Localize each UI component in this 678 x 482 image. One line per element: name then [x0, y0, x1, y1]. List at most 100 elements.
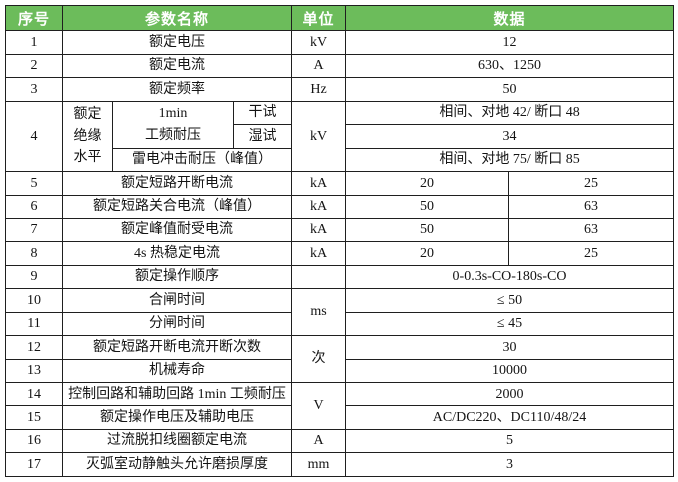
table-row: 12 额定短路开断电流开断次数 次 30 [5, 335, 675, 384]
data-cell: 0-0.3s-CO-180s-CO [345, 264, 675, 290]
data-cell-left: 20 [345, 241, 510, 266]
data-cell: 3 [345, 452, 675, 477]
row-no: 10 [5, 288, 63, 313]
param-name: 过流脱扣线圈额定电流 [61, 428, 293, 454]
unit-cell: kV [291, 30, 347, 55]
unit-cell: kA [291, 217, 347, 243]
unit-cell-empty [291, 264, 347, 290]
data-cell-right: 63 [508, 217, 675, 243]
row-no: 6 [5, 194, 63, 219]
param-name: 额定频率 [61, 77, 293, 102]
row-no: 17 [5, 452, 63, 477]
row-no: 15 [5, 405, 63, 430]
wet-test-label: 湿试 [232, 124, 293, 149]
param-name: 额定短路开断电流 [61, 171, 293, 196]
table-row: 17 灭弧室动静触头允许磨损厚度 mm 3 [5, 452, 675, 477]
row-no: 5 [5, 171, 63, 196]
unit-cell: kA [291, 171, 347, 196]
power-frequency-line: 工频耐压 [145, 127, 201, 143]
table-row: 3 额定频率 Hz 50 [5, 77, 675, 102]
unit-cell: ms [291, 288, 347, 337]
col-header-name: 参数名称 [61, 4, 293, 32]
insulation-level-label: 额定 绝缘 水平 [62, 100, 113, 173]
param-name: 额定电压 [61, 30, 293, 55]
insulation-level-line: 水平 [73, 150, 102, 166]
unit-cell: 次 [291, 335, 347, 384]
col-header-unit: 单位 [291, 4, 347, 32]
unit-cell: kV [291, 100, 347, 173]
table-row: 15 额定操作电压及辅助电压 AC/DC220、DC110/48/24 [5, 405, 675, 430]
unit-cell: mm [291, 452, 347, 477]
table-row: 13 机械寿命 10000 [5, 358, 675, 384]
table-row: 11 分闸时间 ≤ 45 [5, 311, 675, 337]
data-cell: ≤ 45 [345, 311, 675, 337]
row-no: 16 [5, 428, 63, 454]
row-no: 3 [5, 77, 63, 102]
row-no: 7 [5, 217, 63, 243]
power-frequency-line: 1min [158, 106, 188, 122]
row-no: 12 [5, 335, 63, 360]
data-cell: 12 [345, 30, 675, 55]
param-name: 额定短路关合电流（峰值） [61, 194, 293, 219]
header-row: 序号 参数名称 单位 数据 [5, 4, 675, 32]
row-no: 8 [5, 241, 63, 266]
data-cell: 50 [345, 77, 675, 102]
row-no: 4 [5, 100, 63, 173]
param-name: 额定操作顺序 [61, 264, 293, 290]
spec-table: 序号 参数名称 单位 数据 1 额定电压 kV 12 2 额定电流 A 630、… [5, 4, 675, 477]
data-cell: 10000 [345, 358, 675, 384]
data-cell-left: 20 [345, 171, 510, 196]
lightning-impulse-data: 相间、对地 75/ 断口 85 [345, 147, 675, 173]
table-row: 9 额定操作顺序 0-0.3s-CO-180s-CO [5, 264, 675, 290]
table-row: 8 4s 热稳定电流 kA 20 25 [5, 241, 675, 266]
unit-cell: Hz [291, 77, 347, 102]
data-cell: 2000 [345, 382, 675, 407]
data-cell-right: 25 [508, 171, 675, 196]
table-row: 10 合闸时间 ms ≤ 50 [5, 288, 675, 337]
param-name: 4s 热稳定电流 [61, 241, 293, 266]
table-row-insulation-2: 湿试 34 [6, 124, 675, 149]
data-cell: 630、1250 [345, 53, 675, 79]
param-name: 控制回路和辅助回路 1min 工频耐压 [61, 382, 293, 407]
row-no: 1 [5, 30, 63, 55]
table-row-insulation-3: 雷电冲击耐压（峰值） 相间、对地 75/ 断口 85 [6, 147, 675, 173]
row-no: 2 [5, 53, 63, 79]
table-row: 16 过流脱扣线圈额定电流 A 5 [5, 428, 675, 454]
dry-test-label: 干试 [232, 100, 293, 126]
unit-cell: A [291, 428, 347, 454]
col-header-data: 数据 [345, 4, 675, 32]
table-row: 2 额定电流 A 630、1250 [5, 53, 675, 79]
unit-cell: A [291, 53, 347, 79]
power-frequency-withstand-label: 1min 工频耐压 [112, 100, 234, 149]
param-name: 额定短路开断电流开断次数 [61, 335, 293, 360]
param-name: 额定峰值耐受电流 [61, 217, 293, 243]
data-cell-right: 63 [508, 194, 675, 219]
table-row: 14 控制回路和辅助回路 1min 工频耐压 V 2000 [5, 382, 675, 430]
data-cell: AC/DC220、DC110/48/24 [345, 405, 675, 430]
row-no: 13 [5, 358, 63, 384]
row-no: 11 [5, 311, 63, 337]
table-row: 6 额定短路关合电流（峰值） kA 50 63 [5, 194, 675, 219]
data-cell: 30 [345, 335, 675, 360]
param-name: 灭弧室动静触头允许磨损厚度 [61, 452, 293, 477]
row-no: 9 [5, 264, 63, 290]
data-cell: 5 [345, 428, 675, 454]
table-row: 7 额定峰值耐受电流 kA 50 63 [5, 217, 675, 243]
data-cell-left: 50 [345, 217, 510, 243]
table-row-insulation-1: 4 额定 绝缘 水平 1min 工频耐压 干试 kV 相间、对地 42/ 断口 … [5, 100, 675, 173]
param-name: 额定操作电压及辅助电压 [61, 405, 293, 430]
unit-cell: V [291, 382, 347, 430]
dry-test-data: 相间、对地 42/ 断口 48 [345, 100, 675, 126]
param-name: 额定电流 [61, 53, 293, 79]
data-cell: ≤ 50 [345, 288, 675, 313]
insulation-level-line: 绝缘 [73, 128, 102, 144]
param-name: 机械寿命 [61, 358, 293, 384]
data-cell-left: 50 [345, 194, 510, 219]
row-no: 14 [5, 382, 63, 407]
lightning-impulse-label: 雷电冲击耐压（峰值） [111, 147, 293, 173]
insulation-level-line: 额定 [73, 106, 102, 122]
param-name: 合闸时间 [61, 288, 293, 313]
data-cell-right: 25 [508, 241, 675, 266]
wet-test-data: 34 [345, 124, 675, 149]
